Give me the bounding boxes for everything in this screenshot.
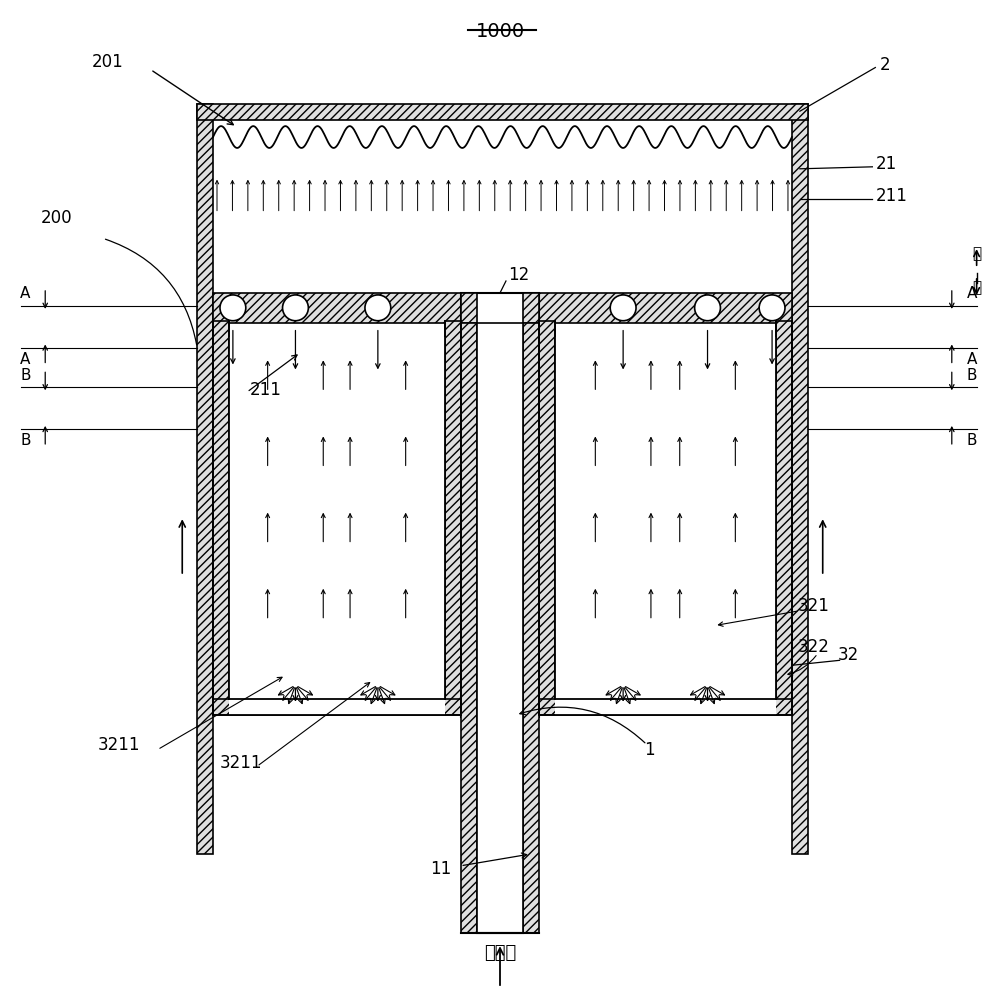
Text: 201: 201 — [92, 52, 124, 71]
Bar — [288, 353, 302, 690]
Text: 322: 322 — [798, 638, 830, 657]
Bar — [555, 336, 776, 715]
Circle shape — [220, 295, 246, 320]
Bar — [539, 699, 792, 715]
Bar — [213, 293, 461, 322]
Circle shape — [695, 295, 720, 320]
Text: 2: 2 — [879, 55, 890, 74]
Text: 11: 11 — [430, 860, 452, 878]
Bar — [461, 322, 477, 934]
Bar — [776, 320, 792, 700]
Text: B: B — [966, 368, 977, 383]
Text: 下: 下 — [972, 280, 981, 296]
Text: A: A — [20, 286, 31, 302]
Bar — [197, 105, 213, 854]
Bar — [616, 353, 630, 690]
Bar — [701, 353, 714, 690]
Text: B: B — [20, 434, 31, 449]
Bar — [371, 353, 385, 690]
Text: 反应气: 反应气 — [484, 945, 516, 962]
Text: 32: 32 — [838, 647, 859, 665]
Text: A: A — [966, 352, 977, 367]
Circle shape — [610, 295, 636, 320]
Text: 211: 211 — [250, 382, 282, 399]
Bar — [523, 322, 539, 934]
Bar — [461, 293, 477, 322]
Text: 1000: 1000 — [475, 22, 525, 40]
Text: 上: 上 — [972, 246, 981, 260]
Text: 3211: 3211 — [98, 736, 140, 753]
Bar — [616, 353, 630, 690]
Bar — [701, 353, 714, 690]
Text: A: A — [966, 286, 977, 302]
Bar — [461, 293, 539, 717]
Bar — [197, 105, 808, 120]
Text: 200: 200 — [41, 209, 73, 228]
Text: 1: 1 — [644, 740, 655, 758]
Text: 211: 211 — [875, 186, 907, 205]
Text: 3211: 3211 — [220, 753, 262, 772]
Bar — [288, 353, 302, 690]
Text: B: B — [20, 368, 31, 383]
Text: A: A — [20, 352, 31, 367]
Circle shape — [365, 295, 391, 320]
Text: 321: 321 — [798, 597, 830, 614]
Bar — [213, 699, 461, 715]
Text: 12: 12 — [508, 266, 529, 284]
Circle shape — [759, 295, 785, 320]
Bar — [371, 353, 385, 690]
Bar — [213, 320, 229, 700]
Text: B: B — [966, 434, 977, 449]
Bar — [523, 293, 539, 322]
Bar — [445, 320, 461, 700]
Circle shape — [283, 295, 308, 320]
Bar — [477, 322, 523, 934]
Text: 21: 21 — [875, 155, 897, 173]
Bar — [539, 293, 792, 322]
Bar — [792, 105, 808, 854]
Bar — [539, 320, 555, 700]
Bar — [229, 336, 445, 715]
